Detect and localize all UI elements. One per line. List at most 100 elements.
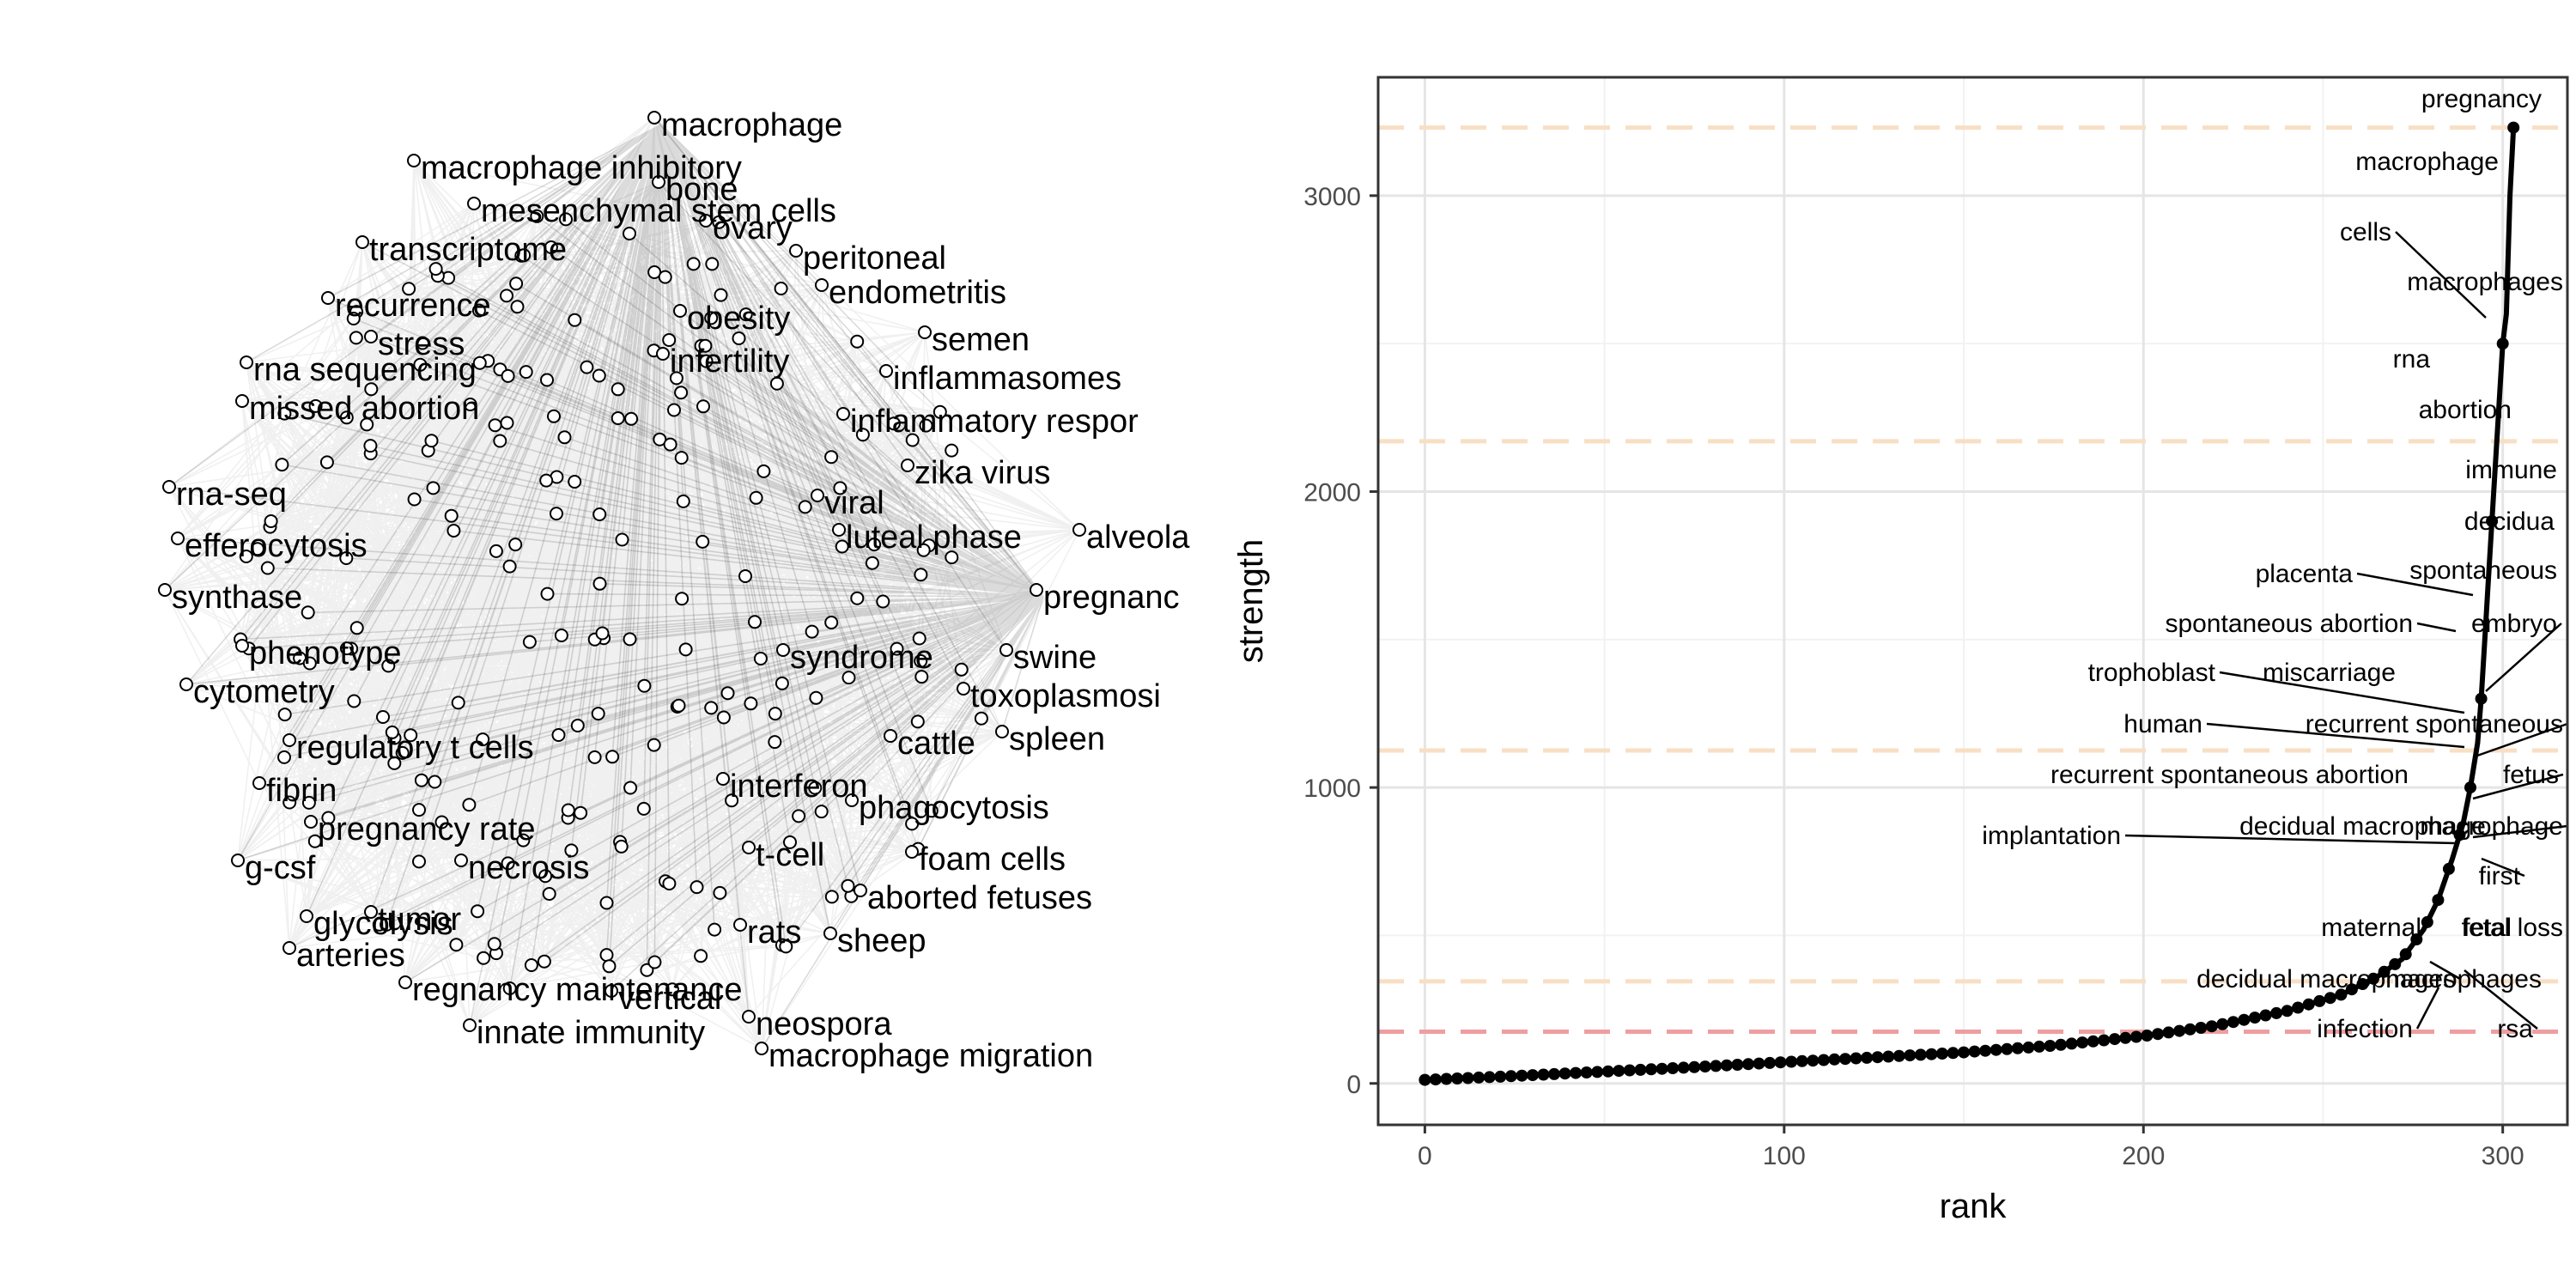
network-node [845,793,859,807]
network-node [733,918,747,932]
node-label: efferocytosis [185,528,368,564]
network-node [240,355,253,369]
network-node [910,714,925,729]
rank-point [2087,1035,2099,1048]
network-node [301,795,316,810]
network-node [321,811,336,825]
node-label: spleen [1009,721,1105,757]
network-node [550,507,563,521]
rank-point [1580,1066,1593,1078]
rank-point [1795,1054,1808,1067]
network-node [999,643,1013,657]
network-node [602,959,617,974]
label-leaders [2124,231,2568,1030]
x-tick-label: 200 [2122,1142,2165,1170]
network-node [833,481,848,495]
network-node [611,411,625,425]
network-node [385,725,399,739]
point-label: rsa [2497,1015,2533,1043]
rank-point [2227,1016,2239,1029]
point-label: macrophages [2407,268,2563,296]
rank-point [1914,1048,1927,1061]
network-node [686,257,701,271]
node-label: syndrome [790,640,933,676]
network-node [587,750,602,764]
network-node [467,197,481,210]
rank-point [2044,1040,2057,1052]
network-node [815,278,829,292]
rank-strength-panel: pregnancy macrophage cells macrophages rna ab… [1232,76,2569,1225]
label-leader [2356,572,2474,597]
network-node [669,371,683,386]
network-node [774,282,788,295]
network-node [502,559,517,574]
network-node [239,550,253,563]
node-label: t-cell [756,837,824,873]
rank-point [1720,1059,1733,1072]
network-node [698,338,713,353]
network-node [742,841,756,854]
network-node [611,382,625,397]
network-node [580,360,594,374]
node-label: necrosis [468,850,590,886]
network-node [667,403,681,417]
network-node [407,154,421,167]
rank-point [1461,1072,1474,1084]
network-node [301,605,315,620]
network-node [850,334,865,349]
network-node [696,399,710,414]
network-node [402,282,416,296]
network-node [753,652,768,665]
network-node [954,662,969,677]
point-label: fetal [2463,914,2512,942]
network-node [472,355,487,370]
network-node [623,227,636,240]
network-node [776,643,790,657]
network-node [501,368,515,383]
rank-point [2356,978,2369,990]
network-node [805,624,819,639]
point-label: infection [2317,1015,2413,1043]
node-label: endometritis [829,275,1006,311]
network-node [462,798,477,812]
node-label: viral [824,485,884,521]
rank-point [1698,1060,1711,1073]
point-label: embryo [2471,610,2557,638]
rank-point [2507,121,2520,134]
network-node [428,262,443,276]
network-node [488,418,502,433]
rank-point [2345,983,2358,996]
rank-point [1904,1049,1917,1062]
rank-point [1774,1056,1787,1069]
network-node [171,532,185,545]
node-label: ovary [713,210,793,246]
network-node [674,451,689,465]
network-node [789,244,803,258]
node-label: interferon [730,769,868,805]
rank-point [1667,1062,1680,1074]
rank-point [2389,957,2402,970]
label-leader [2124,834,2457,845]
label-leader [2464,969,2538,1030]
network-node [275,458,289,472]
network-node [544,240,558,254]
rank-point [1817,1054,1830,1066]
network-node [637,678,652,693]
network-node [414,773,428,787]
rank-point [2270,1006,2283,1019]
network-node [349,331,363,345]
y-tick-label: 2000 [1303,478,1361,507]
network-node [905,433,920,447]
network-node [574,805,588,820]
point-label: placenta [2256,560,2354,588]
node-label: cytometry [193,674,335,710]
grid [1378,77,2567,1125]
network-node [1072,523,1086,537]
network-node [568,475,582,489]
label-leader [2485,623,2562,692]
rank-point [1419,1073,1431,1086]
network-node [924,804,939,818]
rank-point [1753,1057,1765,1070]
network-node [823,927,837,940]
